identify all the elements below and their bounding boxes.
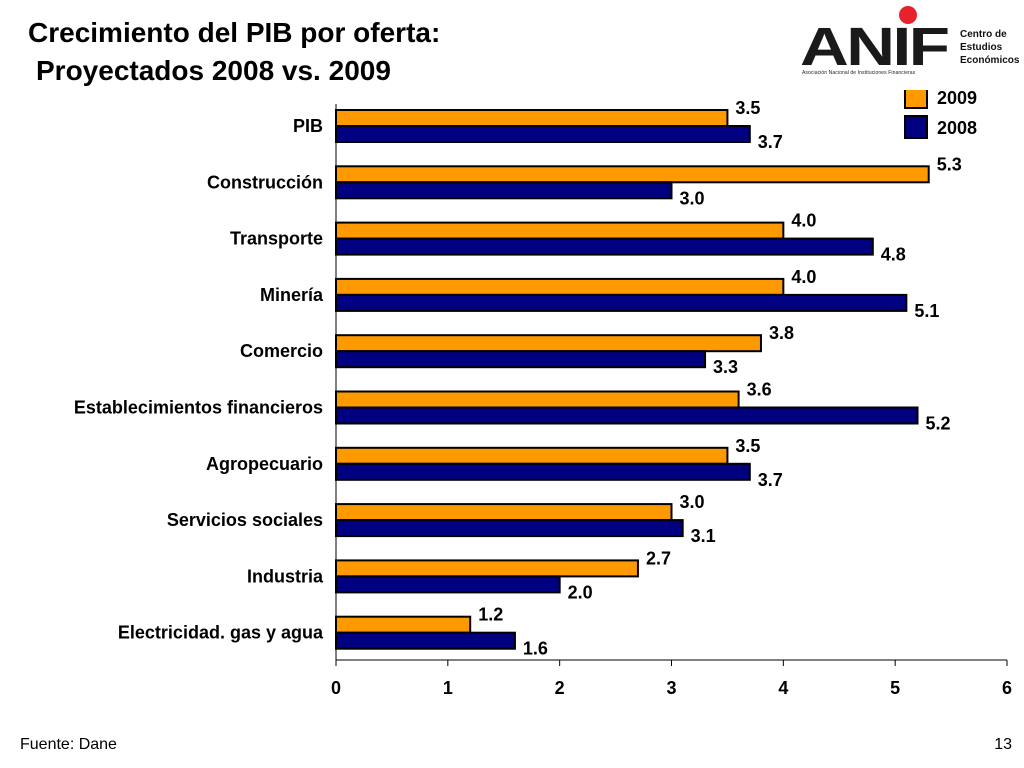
legend-swatch-2009 xyxy=(904,90,928,109)
category-label: PIB xyxy=(293,116,323,136)
category-label: Industria xyxy=(247,566,324,586)
bar-2008 xyxy=(335,631,516,650)
bar-2008 xyxy=(335,350,707,369)
data-label-2009: 3.8 xyxy=(769,323,794,343)
bar-2009 xyxy=(335,165,930,184)
data-label-2008: 2.0 xyxy=(568,582,593,602)
bar-2008 xyxy=(335,519,684,538)
x-tick-label: 5 xyxy=(890,678,900,698)
data-label-2009: 1.2 xyxy=(478,605,503,625)
bar-2009 xyxy=(335,334,762,353)
x-tick-label: 4 xyxy=(778,678,788,698)
data-label-2008: 3.0 xyxy=(680,188,705,208)
slide-title: Crecimiento del PIB por oferta: Proyecta… xyxy=(28,14,440,90)
legend-swatch-2008 xyxy=(904,115,928,139)
bar-2009 xyxy=(335,559,639,578)
anif-logo: ANIF Centro de Estudios Económicos Asoci… xyxy=(800,6,1020,80)
bar-chart: 0 1 2 3 4 5 6 PIB 3.5 3.7 Construcción 5.3 3.0 Transp… xyxy=(74,90,1012,698)
category-label: Minería xyxy=(260,285,324,305)
data-label-2008: 3.7 xyxy=(758,470,783,490)
title-line-2: Proyectados 2008 vs. 2009 xyxy=(36,55,391,86)
legend-label-2009: 2009 xyxy=(937,90,977,108)
logo-side-line-1: Centro de xyxy=(960,29,1007,40)
x-tick-label: 2 xyxy=(555,678,565,698)
bar-2008 xyxy=(335,237,874,256)
category-label: Construcción xyxy=(207,172,323,192)
category-label: Servicios sociales xyxy=(167,510,323,530)
bar-2008 xyxy=(335,181,673,200)
bar-2009 xyxy=(335,615,472,634)
bar-2008 xyxy=(335,125,751,143)
data-label-2008: 1.6 xyxy=(523,639,548,659)
data-label-2008: 3.1 xyxy=(691,526,716,546)
category-label: Electricidad. gas y agua xyxy=(118,623,324,643)
category-label: Comercio xyxy=(240,341,323,361)
data-label-2009: 2.7 xyxy=(646,548,671,568)
bar-2009 xyxy=(335,503,673,522)
data-label-2009: 3.5 xyxy=(735,98,760,118)
category-label: Agropecuario xyxy=(206,454,323,474)
bar-2008 xyxy=(335,293,908,312)
logo-subtitle: Asociación Nacional de Instituciones Fin… xyxy=(802,70,916,76)
bar-2008 xyxy=(335,406,919,425)
bar-2009 xyxy=(335,446,729,465)
logo-red-dot xyxy=(899,6,917,24)
data-label-2009: 4.0 xyxy=(791,267,816,287)
bar-2009 xyxy=(335,390,740,409)
bar-2008 xyxy=(335,462,751,481)
legend-label-2008: 2008 xyxy=(937,118,977,138)
data-label-2009: 4.0 xyxy=(791,211,816,231)
data-label-2009: 3.5 xyxy=(735,436,760,456)
data-label-2008: 5.1 xyxy=(914,301,939,321)
bar-2009 xyxy=(335,221,785,240)
data-label-2009: 5.3 xyxy=(937,154,962,174)
x-tick-label: 1 xyxy=(443,678,453,698)
x-tick-label: 0 xyxy=(331,678,341,698)
logo-side-text: Centro de Estudios Económicos xyxy=(960,28,1019,67)
bar-2008 xyxy=(335,575,561,594)
data-label-2008: 3.3 xyxy=(713,357,738,377)
source-note: Fuente: Dane xyxy=(20,736,117,753)
logo-wordmark: ANIF xyxy=(800,17,950,77)
data-label-2008: 4.8 xyxy=(881,245,906,265)
x-tick-label: 3 xyxy=(666,678,676,698)
logo-side-line-2: Estudios xyxy=(960,42,1003,53)
title-line-1: Crecimiento del PIB por oferta: xyxy=(28,17,441,48)
logo-side-line-3: Económicos xyxy=(960,55,1020,66)
page-number: 13 xyxy=(994,736,1012,753)
bar-2009 xyxy=(335,109,729,127)
data-label-2008: 5.2 xyxy=(926,414,951,434)
data-label-2008: 3.7 xyxy=(758,132,783,152)
category-label: Establecimientos financieros xyxy=(74,398,323,418)
bar-2009 xyxy=(335,277,785,296)
data-label-2009: 3.0 xyxy=(680,492,705,512)
x-tick-label: 6 xyxy=(1002,678,1012,698)
data-label-2009: 3.6 xyxy=(747,380,772,400)
category-label: Transporte xyxy=(230,229,323,249)
